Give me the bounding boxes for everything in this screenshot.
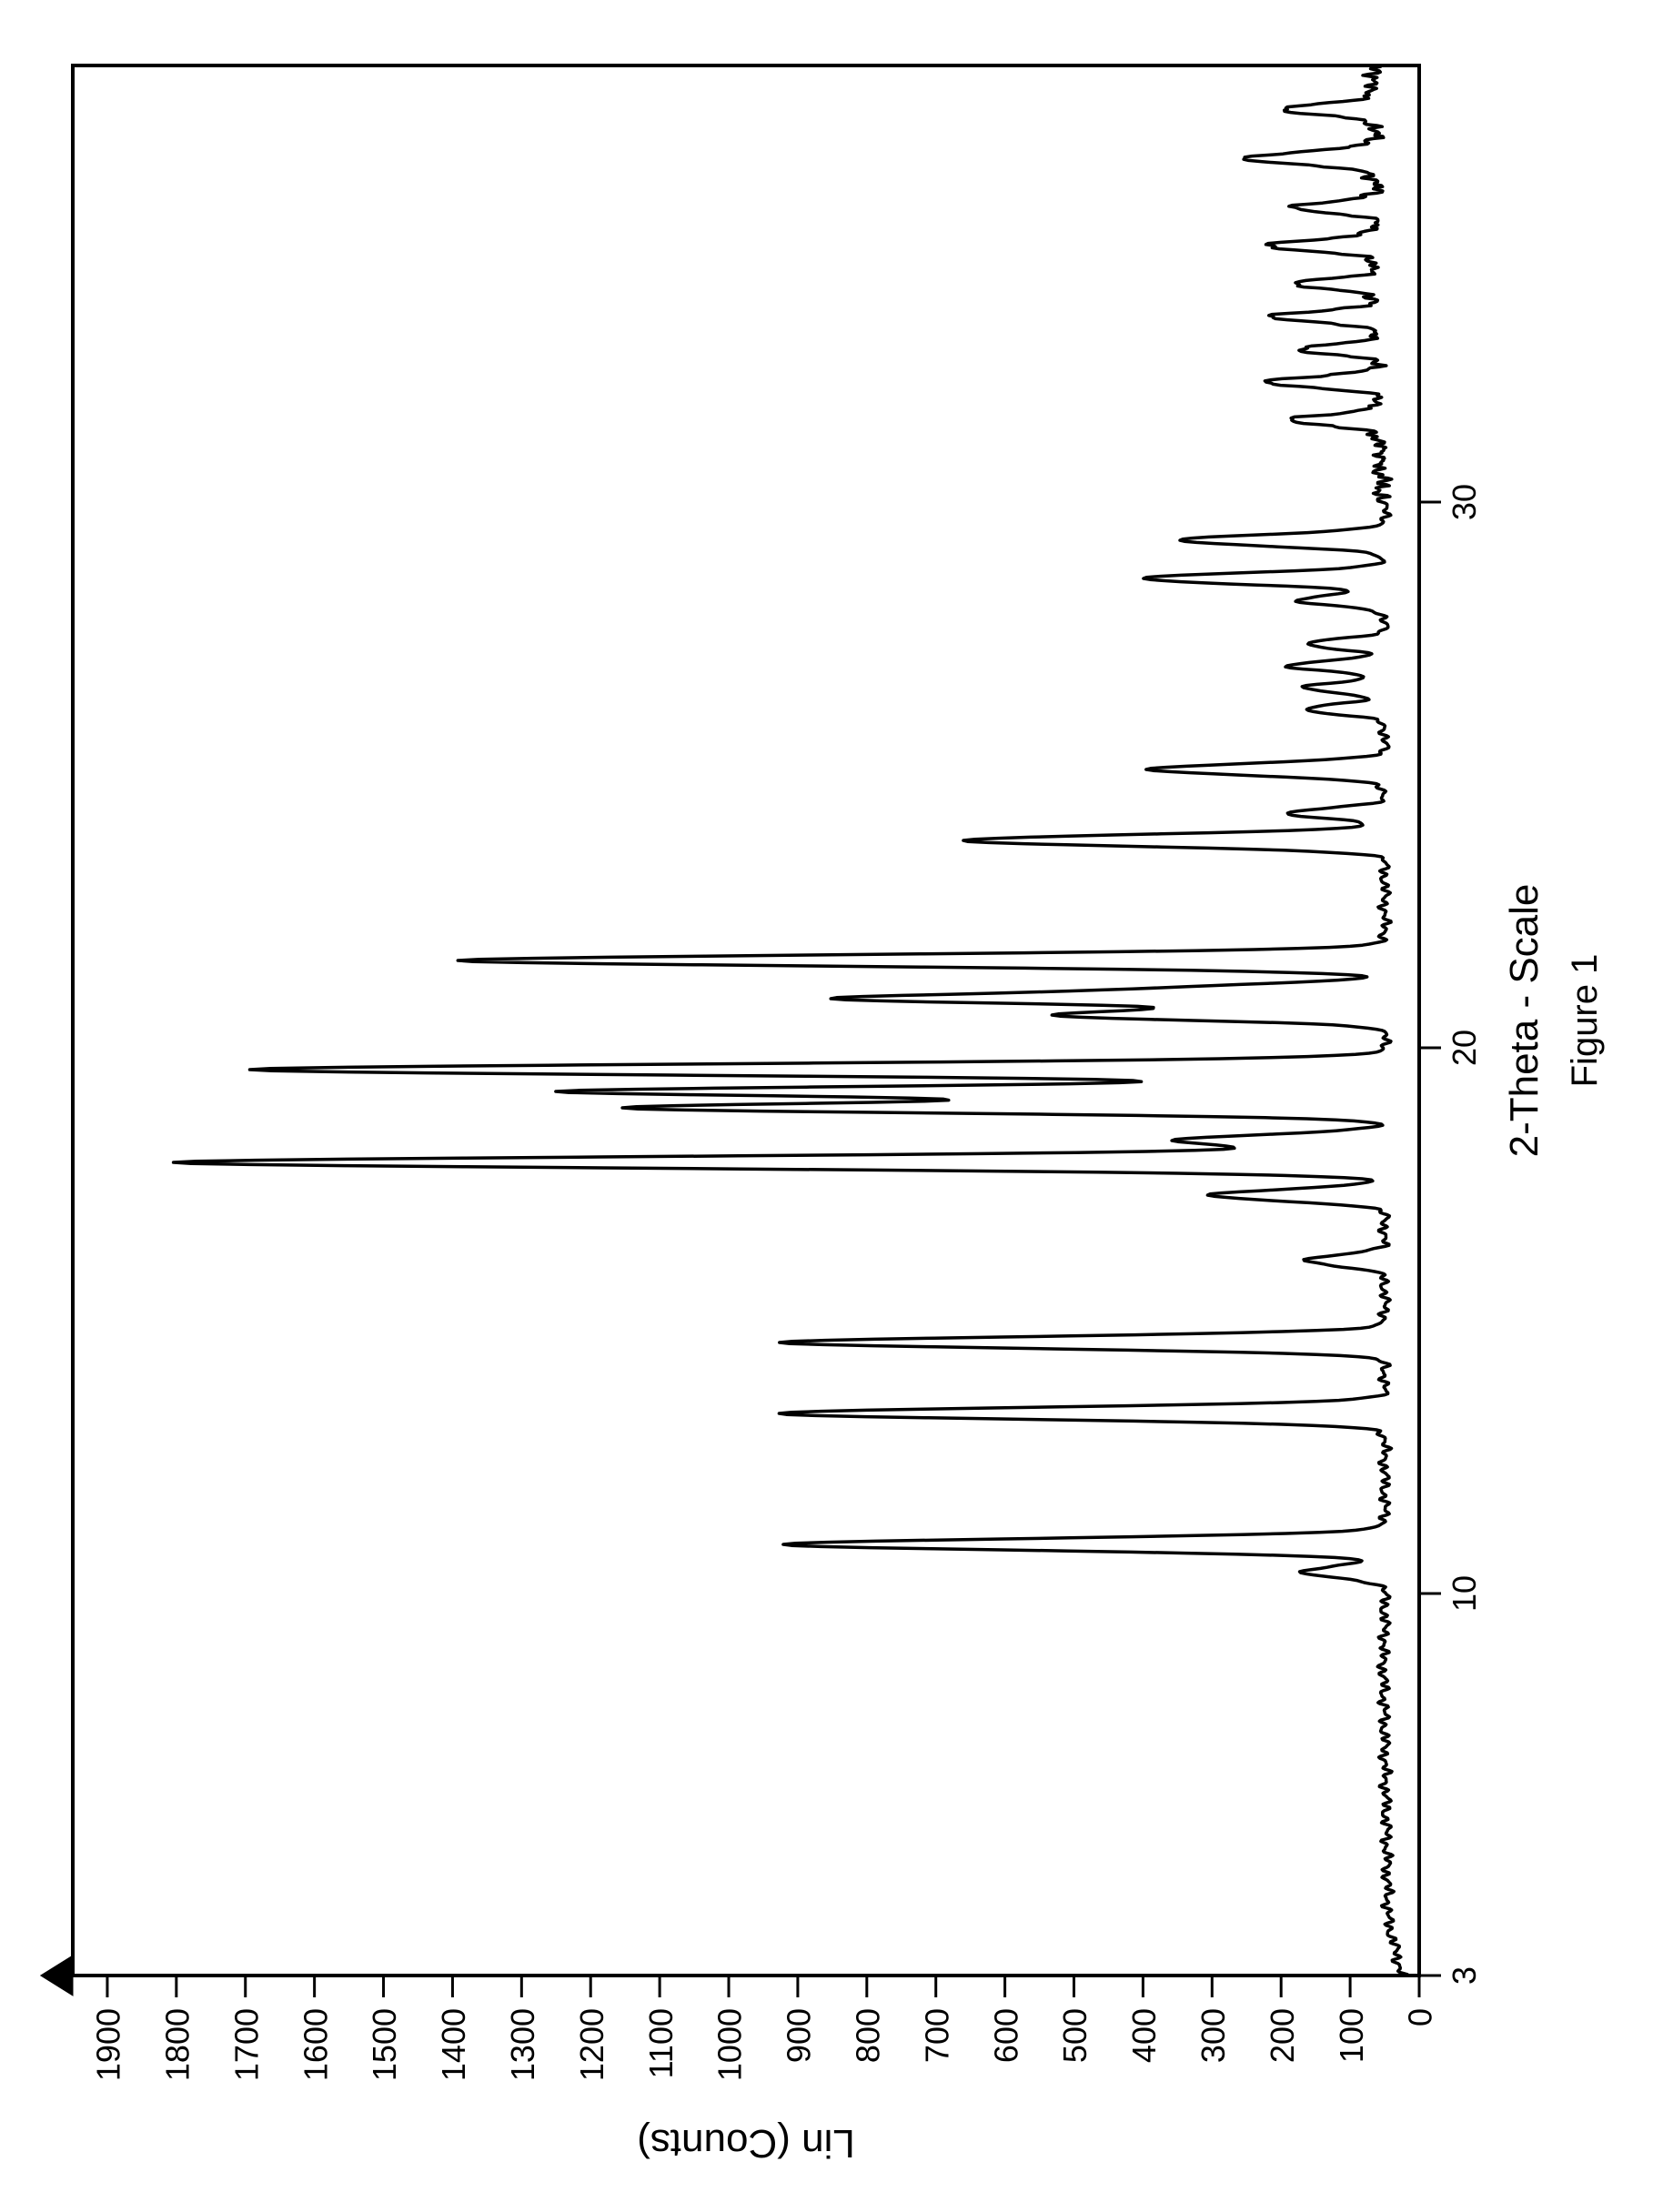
- y-tick-label: 100: [1333, 2008, 1370, 2063]
- y-axis-arrow-icon: [41, 1956, 73, 1996]
- y-tick-label: 1000: [711, 2008, 749, 2081]
- x-axis-title: 2-Theta - Scale: [1502, 884, 1547, 1158]
- y-tick-label: 200: [1264, 2008, 1301, 2063]
- figure-caption: Figure 1: [1565, 954, 1605, 1088]
- y-axis-title: Lin (Counts): [637, 2121, 855, 2166]
- y-tick-label: 1200: [573, 2008, 610, 2081]
- y-tick-label: 1400: [435, 2008, 472, 2081]
- y-tick-label: 700: [918, 2008, 955, 2063]
- x-tick-label: 10: [1446, 1575, 1483, 1612]
- y-tick-label: 1900: [90, 2008, 127, 2081]
- y-tick-label: 1500: [366, 2008, 403, 2081]
- y-tick-label: 300: [1194, 2008, 1232, 2063]
- y-tick-label: 800: [850, 2008, 887, 2063]
- y-tick-label: 500: [1056, 2008, 1093, 2063]
- y-tick-label: 0: [1402, 2008, 1439, 2026]
- y-tick-label: 900: [781, 2008, 818, 2063]
- chart-svg: 0 100 200 300 400 500 600 700 800 900 1000 1100 1200…: [0, 0, 1673, 2212]
- y-tick-label: 1300: [504, 2008, 541, 2081]
- x-tick-label: 20: [1446, 1030, 1483, 1066]
- y-tick-label: 1800: [159, 2008, 197, 2081]
- y-tick-label: 1700: [227, 2008, 265, 2081]
- y-ticks: 0 100 200 300 400 500 600 700 800 900 1000 1100 1200…: [90, 1976, 1439, 2081]
- y-tick-label: 400: [1125, 2008, 1163, 2063]
- y-tick-label: 600: [987, 2008, 1024, 2063]
- xrd-chart: 0 100 200 300 400 500 600 700 800 900 1000 1100 1200…: [0, 0, 1673, 2212]
- y-tick-label: 1600: [297, 2008, 334, 2081]
- y-tick-label: 1100: [642, 2008, 680, 2078]
- x-tick-label: 30: [1446, 484, 1483, 520]
- x-tick-label: 3: [1446, 1966, 1483, 1985]
- x-ticks: 3 10 20 30: [1419, 484, 1483, 1985]
- xrd-series-line: [174, 65, 1409, 1976]
